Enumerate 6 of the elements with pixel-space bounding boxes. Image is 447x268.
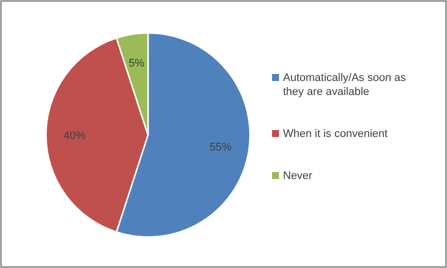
legend-label: When it is convenient: [283, 128, 388, 140]
data-label: 40%: [64, 130, 86, 142]
legend-label: Automatically/As soon as they are available: [283, 72, 406, 98]
data-label: 5%: [128, 57, 145, 70]
data-label: 55%: [210, 141, 232, 154]
legend-label: Never: [283, 170, 313, 182]
